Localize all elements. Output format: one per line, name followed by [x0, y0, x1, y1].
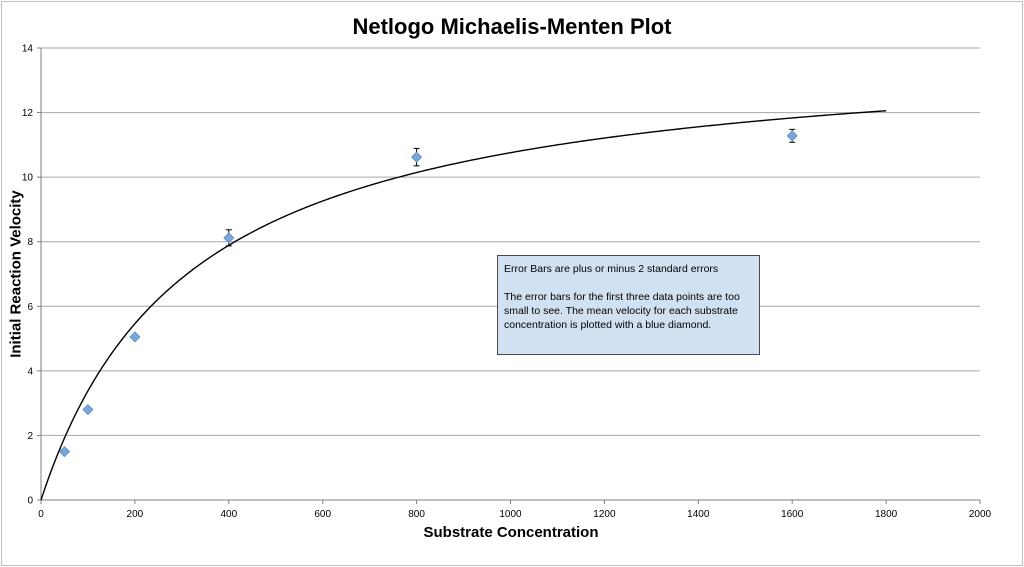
data-point-0: [58, 446, 71, 458]
gridlines: [41, 47, 980, 436]
data-point-3: [223, 232, 235, 244]
annotation-line-1: Error Bars are plus or minus 2 standard …: [504, 263, 719, 275]
data-points: [58, 130, 798, 458]
y-tick-label-6: 6: [27, 302, 33, 313]
data-point-4: [411, 151, 423, 163]
y-axis-label: Initial Reaction Velocity: [7, 190, 25, 358]
x-tick-label-1800: 1800: [875, 509, 898, 520]
chart-title: Netlogo Michaelis-Menten Plot: [352, 14, 672, 39]
annotation-box: Error Bars are plus or minus 2 standard …: [497, 255, 760, 355]
axes: [37, 47, 981, 504]
x-tick-label-2000: 2000: [969, 509, 992, 520]
y-tick-label-14: 14: [22, 44, 34, 55]
annotation-line-2: The error bars for the first three data …: [504, 291, 740, 331]
x-tick-label-200: 200: [127, 509, 144, 520]
fit-curve: [40, 110, 887, 501]
y-tick-label-10: 10: [22, 173, 34, 184]
x-tick-label-600: 600: [314, 509, 331, 520]
data-point-2: [129, 331, 141, 343]
y-tick-label-12: 12: [22, 108, 34, 119]
tick-labels: 0 2 4 6 8 10 12 14 0 200 400 600 800 1000 1200 1400 1600…: [22, 44, 992, 521]
x-tick-label-1200: 1200: [593, 509, 616, 520]
x-axis-label-text: Substrate Concentration: [423, 524, 599, 541]
x-tick-label-1400: 1400: [687, 509, 710, 520]
x-tick-label-400: 400: [220, 509, 237, 520]
y-tick-label-4: 4: [27, 366, 33, 377]
x-tick-label-800: 800: [408, 509, 425, 520]
x-tick-label-0: 0: [38, 509, 44, 520]
y-tick-label-2: 2: [27, 431, 33, 442]
data-point-5: [786, 130, 798, 142]
x-axis-label: Substrate Concentration: [0, 524, 1024, 541]
data-point-1: [82, 404, 94, 416]
x-tick-label-1000: 1000: [499, 509, 522, 520]
y-tick-label-8: 8: [27, 237, 33, 248]
y-tick-label-0: 0: [27, 496, 33, 507]
x-tick-label-1600: 1600: [781, 509, 804, 520]
